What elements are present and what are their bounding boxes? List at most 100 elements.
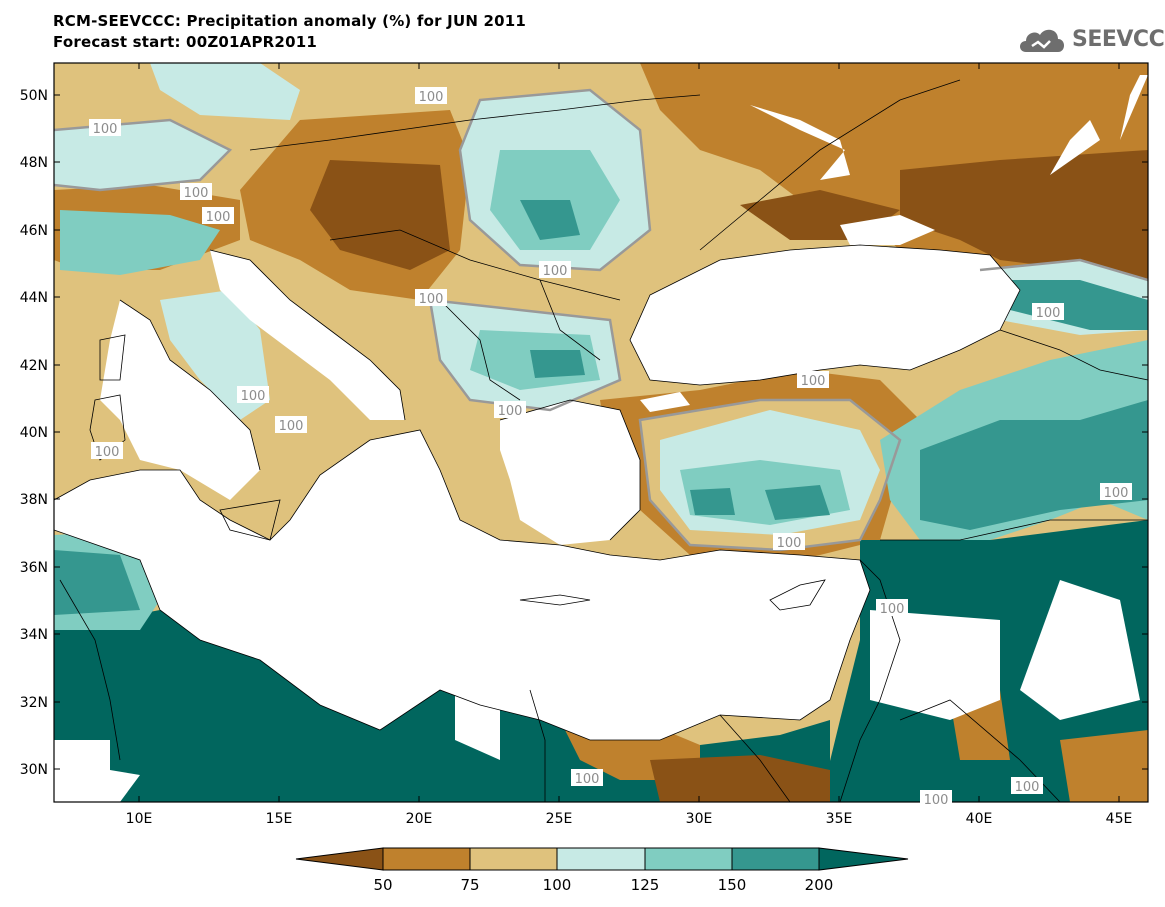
colorbar-max-arrow — [818, 847, 909, 871]
lon-tick-label: 15E — [266, 811, 293, 827]
field-ne-darkbrown — [900, 150, 1148, 290]
contours-100 — [54, 88, 1148, 552]
contour-label-bg — [876, 599, 908, 616]
contour-label-bg — [539, 261, 571, 278]
lat-tick-label: 40N — [20, 425, 48, 441]
map-field — [54, 63, 1148, 802]
colorbar-swatch — [382, 847, 471, 871]
contour-label-bg — [1032, 303, 1064, 320]
map-subtitle: Forecast start: 00Z01APR2011 — [53, 33, 317, 51]
border-line — [529, 689, 546, 802]
field-teal-balkan3 — [530, 350, 585, 378]
sea-aegean — [500, 400, 640, 545]
contour-label-bg — [91, 442, 123, 459]
contour-label-bg — [89, 119, 121, 136]
axis-ticks: 10E 15E 20E 25E 30E 35E 40E 45E 30N 32N 34N 36N 38N 4… — [20, 63, 1148, 827]
lon-tick-label: 40E — [966, 811, 993, 827]
contour-label: 100 — [1015, 780, 1040, 795]
border-line — [629, 244, 1021, 386]
lat-tick-label: 44N — [20, 290, 48, 306]
contour-label-bg — [920, 790, 952, 807]
border-line — [499, 399, 641, 541]
contour-line — [54, 118, 233, 192]
seevccc-logo: SEEVCCC — [1016, 22, 1165, 56]
contour-line — [638, 398, 902, 552]
contour-label: 100 — [880, 602, 905, 617]
cloud-logo-icon — [1020, 29, 1064, 52]
contour-label: 100 — [419, 292, 444, 307]
sea-tyrrhenian — [100, 300, 260, 500]
contour-label-bg — [415, 87, 447, 104]
colorbar: 50 75 100 125 150 200 — [295, 847, 909, 894]
contour-label: 100 — [93, 122, 118, 137]
border-line — [119, 299, 261, 471]
field-teal-alps — [60, 210, 220, 275]
border-line — [59, 579, 121, 761]
contour-label-bg — [1011, 777, 1043, 794]
lat-tick-label: 32N — [20, 695, 48, 711]
field-white-volga2 — [1120, 75, 1148, 140]
field-caucasus-teal2 — [1000, 280, 1148, 330]
border-line — [209, 249, 406, 421]
field-ne-brown — [640, 63, 1148, 330]
contour-label: 100 — [924, 793, 949, 808]
border-line — [249, 94, 701, 151]
field-anatolia-teal3 — [690, 488, 735, 515]
field-na-darkteal — [54, 610, 830, 802]
field-missing-arabia — [870, 610, 1000, 720]
contour-labels: 100 100 100 100 100 100 100 100 100 100 100 100 100 1… — [89, 87, 1132, 808]
sea-azov — [840, 215, 935, 245]
border-line — [539, 279, 601, 361]
field-white-dnieper — [750, 105, 850, 180]
lon-tick-label: 30E — [686, 811, 713, 827]
lat-tick-label: 48N — [20, 155, 48, 171]
lon-tick-label: 20E — [406, 811, 433, 827]
colorbar-label: 200 — [805, 876, 834, 894]
sea-adriatic — [210, 250, 405, 420]
contour-label-bg — [202, 207, 234, 224]
contour-label: 100 — [1104, 486, 1129, 501]
lon-tick-label: 45E — [1106, 811, 1133, 827]
contour-label-bg — [415, 289, 447, 306]
lat-tick-label: 30N — [20, 762, 48, 778]
border-line — [839, 559, 901, 802]
contour-label: 100 — [575, 772, 600, 787]
lon-tick-label: 35E — [826, 811, 853, 827]
field-teal-carpathian3 — [520, 200, 580, 240]
contour-label: 100 — [279, 419, 304, 434]
contour-label-bg — [275, 416, 307, 433]
border-line — [699, 79, 961, 251]
map-title: RCM-SEEVCCC: Precipitation anomaly (%) f… — [53, 12, 527, 30]
colorbar-min-arrow — [295, 847, 384, 871]
field-white-volga — [1050, 120, 1100, 175]
field-tunisia-teal2 — [54, 550, 140, 615]
lat-tick-label: 50N — [20, 88, 48, 104]
field-missing-arabia2 — [1020, 580, 1140, 720]
colorbar-swatch — [644, 847, 733, 871]
lat-tick-label: 42N — [20, 358, 48, 374]
contour-label-bg — [180, 183, 212, 200]
colorbar-swatch — [556, 847, 646, 871]
sea-marmara — [640, 392, 690, 412]
sea-black — [630, 245, 1020, 385]
lat-tick-label: 34N — [20, 627, 48, 643]
contour-label: 100 — [543, 264, 568, 279]
contour-label: 100 — [498, 404, 523, 419]
colorbar-label: 75 — [460, 876, 479, 894]
border-line — [439, 299, 521, 401]
field-anatolia-teal4 — [765, 485, 830, 520]
field-egypt-darkbrown — [650, 755, 830, 802]
field-east-teal2 — [920, 400, 1148, 530]
contour-line — [458, 88, 652, 272]
contour-line — [428, 298, 622, 412]
border-line — [329, 229, 621, 301]
contour-label: 100 — [95, 445, 120, 460]
contour-label: 100 — [241, 389, 266, 404]
colorbar-swatch — [731, 847, 820, 871]
contour-label: 100 — [777, 536, 802, 551]
contour-label: 100 — [206, 210, 231, 225]
lat-tick-label: 38N — [20, 492, 48, 508]
lon-tick-label: 25E — [546, 811, 573, 827]
contour-label-bg — [494, 401, 526, 418]
field-missing-na — [54, 740, 140, 802]
